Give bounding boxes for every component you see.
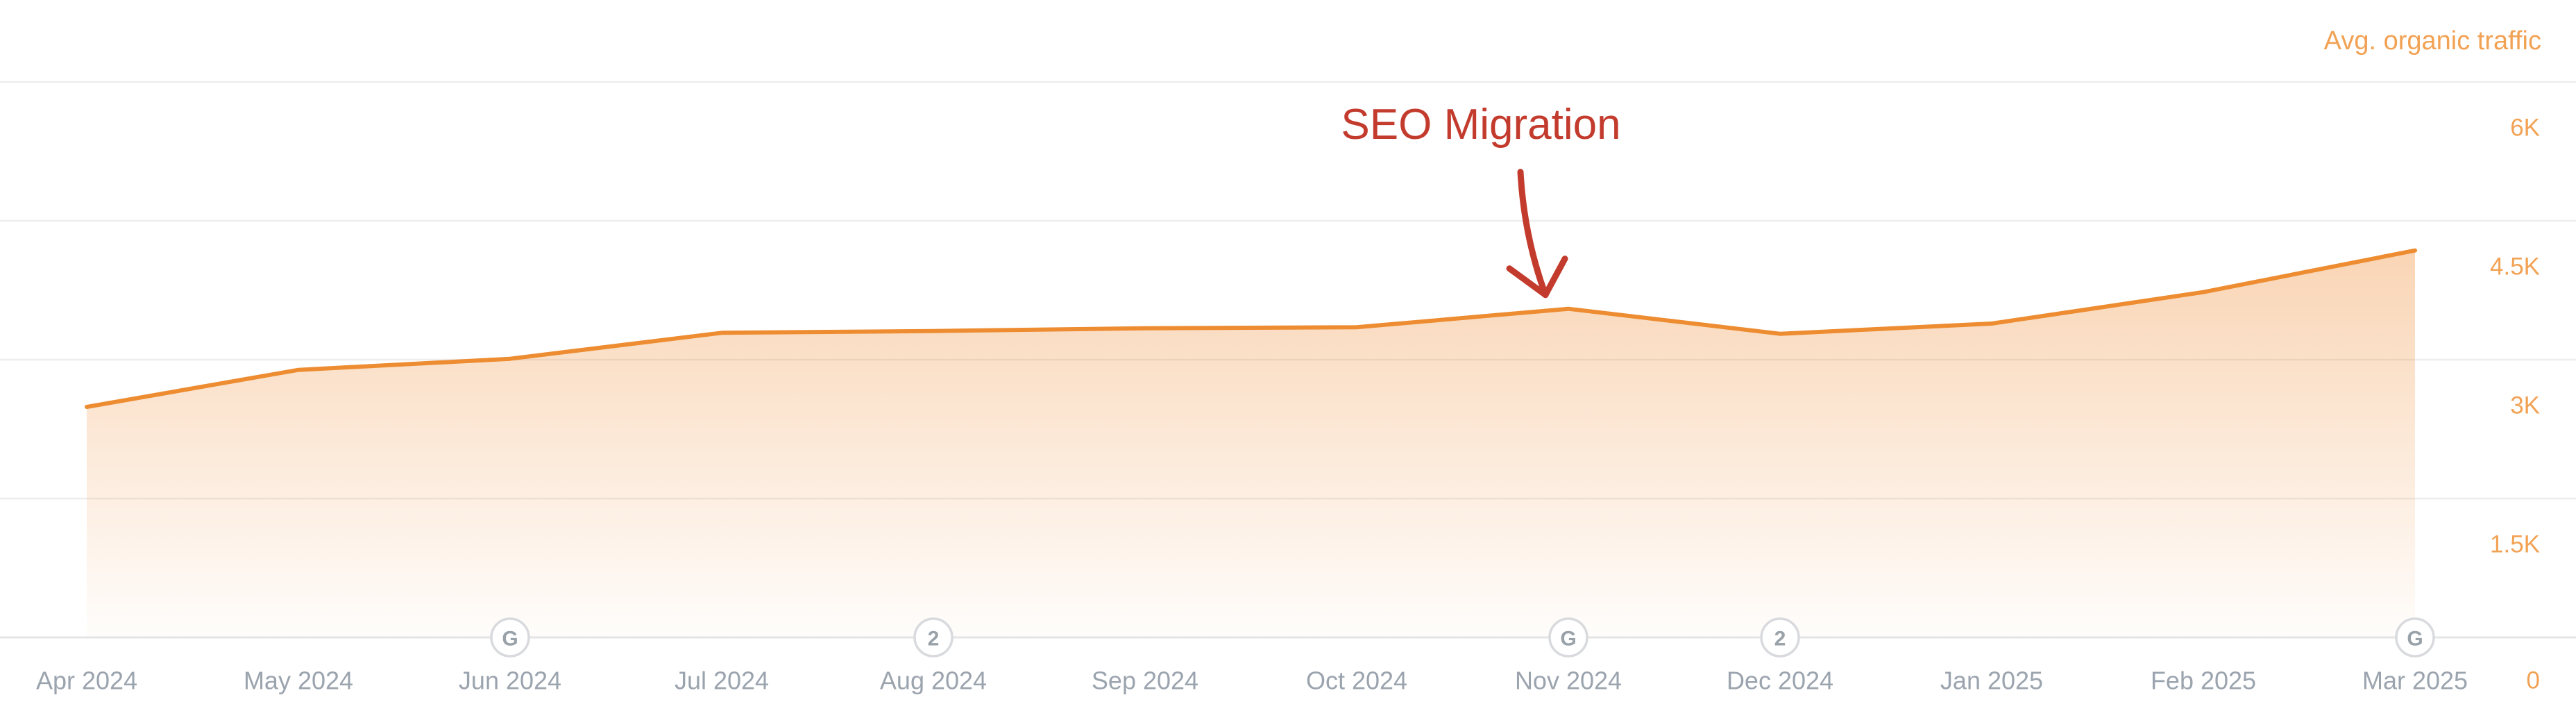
google-update-marker[interactable]: G <box>2395 617 2435 658</box>
google-update-marker-circle[interactable] <box>913 617 954 658</box>
annotation-label: SEO Migration <box>1341 101 1621 149</box>
x-axis-label: Apr 2024 <box>36 667 137 695</box>
x-axis-label: May 2024 <box>244 667 353 695</box>
google-update-marker-glyph: G <box>1560 628 1576 651</box>
x-axis-label: Dec 2024 <box>1727 667 1833 695</box>
traffic-area-fill <box>87 250 2415 637</box>
x-axis-label: Sep 2024 <box>1092 667 1198 695</box>
x-axis-label: Jan 2025 <box>1940 667 2043 695</box>
y-axis-label: 4.5K <box>2490 253 2540 281</box>
google-update-marker-circle[interactable] <box>1548 617 1588 658</box>
y-axis-label: 3K <box>2510 392 2540 419</box>
x-axis-label: Feb 2025 <box>2151 667 2256 695</box>
annotation-arrow <box>1506 169 1568 299</box>
x-axis-label: Aug 2024 <box>880 667 987 695</box>
google-update-marker-glyph: 2 <box>928 628 940 651</box>
x-axis-label: Oct 2024 <box>1306 667 1407 695</box>
x-axis-label: Jul 2024 <box>675 667 769 695</box>
google-update-marker-glyph: 2 <box>1774 628 1786 651</box>
series-label: Avg. organic traffic <box>2323 26 2541 56</box>
traffic-line <box>85 248 2417 409</box>
google-update-marker-glyph: G <box>502 628 518 651</box>
google-update-marker[interactable]: G <box>1548 617 1588 658</box>
y-axis-label: 6K <box>2510 115 2540 142</box>
x-axis-label: Nov 2024 <box>1515 667 1622 695</box>
google-update-marker[interactable]: 2 <box>1760 617 1800 658</box>
google-update-marker-glyph: G <box>2407 628 2423 651</box>
x-axis-label: Jun 2024 <box>459 667 561 695</box>
google-update-marker-circle[interactable] <box>1760 617 1800 658</box>
x-axis-label: Mar 2025 <box>2362 667 2468 695</box>
google-update-marker[interactable]: G <box>490 617 530 658</box>
google-update-marker-circle[interactable] <box>490 617 530 658</box>
google-update-marker[interactable]: 2 <box>913 617 954 658</box>
google-update-marker-circle[interactable] <box>2395 617 2435 658</box>
y-axis-label: 1.5K <box>2490 531 2540 558</box>
y-axis-label: 0 <box>2527 667 2540 694</box>
